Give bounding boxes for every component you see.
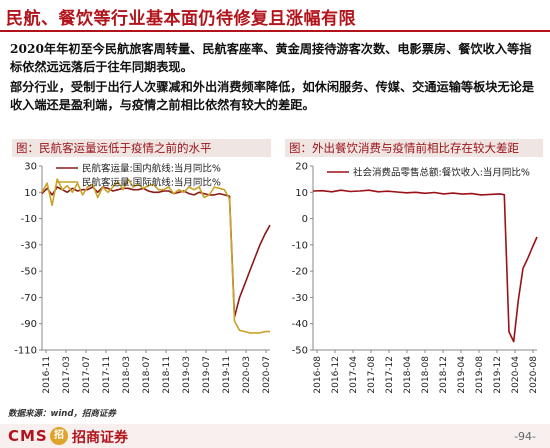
x-tick-label: 2017-12 <box>385 356 395 394</box>
x-tick-label: 2018-12 <box>439 356 449 394</box>
y-tick-label: -40 <box>292 319 308 330</box>
x-tick-label: 2019-08 <box>475 356 485 394</box>
series-line-2 <box>41 178 270 334</box>
x-tick-label: 2016-08 <box>313 356 323 394</box>
y-tick-label: -10 <box>292 240 308 251</box>
x-tick-label: 2020-07 <box>262 356 272 394</box>
x-tick-label: 2018-07 <box>142 356 152 394</box>
series-line-1 <box>312 189 538 343</box>
y-tick-label: -30 <box>21 240 37 251</box>
y-tick-label: -30 <box>292 293 308 304</box>
x-tick-label: 2020-04 <box>511 356 521 394</box>
page-number: -94- <box>514 430 536 443</box>
chart-title-dining: 图：外出餐饮消费与疫情前相比存在较大差距 <box>285 139 543 157</box>
x-tick-label: 2019-07 <box>202 356 212 394</box>
y-tick-label: 0 <box>302 214 308 225</box>
body-paragraph-2: 部分行业，受制于出行人次骤减和外出消费频率降低，如休闲服务、传媒、交通运输等板块… <box>10 80 535 112</box>
y-tick-label: 20 <box>295 162 308 173</box>
footer-band <box>0 424 550 448</box>
cms-badge-icon: 招 <box>50 427 68 445</box>
x-tick-label: 2017-07 <box>82 356 92 394</box>
x-tick-label: 2020-08 <box>529 356 539 394</box>
x-tick-label: 2019-04 <box>457 356 467 394</box>
slide-title: 民航、餐饮等行业基本面仍待修复且涨幅有限 <box>6 9 356 29</box>
cms-logo: CMS <box>8 427 48 445</box>
chart-title-airline: 图：民航客运量远低于疫情之前的水平 <box>12 139 271 157</box>
x-tick-label: 2017-08 <box>367 356 377 394</box>
y-tick-label: -50 <box>292 346 308 357</box>
x-tick-label: 2020-03 <box>242 356 252 394</box>
legend-label-1: 社会消费品零售总额:餐饮收入:当月同比% <box>353 167 530 179</box>
x-tick-label: 2016-12 <box>331 356 341 394</box>
y-tick-label: -50 <box>21 267 37 278</box>
airline-passenger-chart: 30 10 -10 -30 -50 -70 -90 -110 2016-11 2017-03 201… <box>14 162 272 394</box>
y-tick-label: -70 <box>21 293 37 304</box>
x-tick-label: 2019-03 <box>182 356 192 394</box>
y-tick-label: -90 <box>21 319 37 330</box>
x-tick-label: 2018-03 <box>122 356 132 394</box>
x-tick-label: 2018-08 <box>421 356 431 394</box>
x-tick-label: 2016-11 <box>42 356 52 394</box>
company-name: 招商证券 <box>72 430 128 446</box>
y-tick-label: -20 <box>292 267 308 278</box>
y-tick-label: -10 <box>21 214 37 225</box>
x-tick-label: 2019-11 <box>222 356 232 394</box>
body-paragraph-1: 2020年年初至今民航旅客周转量、民航客座率、黄金周接待游客次数、电影票房、餐饮… <box>10 42 532 74</box>
y-tick-label: 10 <box>295 188 308 199</box>
x-tick-label: 2018-11 <box>162 356 172 394</box>
data-source: 数据来源：wind，招商证券 <box>8 409 116 419</box>
legend-label-1: 民航客运量:国内航线:当月同比% <box>82 163 221 175</box>
x-tick-label: 2019-12 <box>493 356 503 394</box>
series-line-1 <box>41 186 271 318</box>
y-tick-label: 10 <box>24 188 37 199</box>
x-tick-label: 2017-03 <box>62 356 72 394</box>
x-tick-label: 2017-11 <box>102 356 112 394</box>
y-tick-label: 30 <box>24 162 37 173</box>
x-tick-label: 2018-04 <box>403 356 413 394</box>
x-tick-label: 2017-04 <box>349 356 359 394</box>
title-underline <box>0 30 550 32</box>
dining-revenue-chart: 20 10 0 -10 -20 -30 -40 -50 2016-08 2016-12 2017-0… <box>292 162 539 394</box>
y-tick-label: -110 <box>14 346 37 357</box>
legend-label-2: 民航客运量:国际航线:当月同比% <box>82 177 221 189</box>
